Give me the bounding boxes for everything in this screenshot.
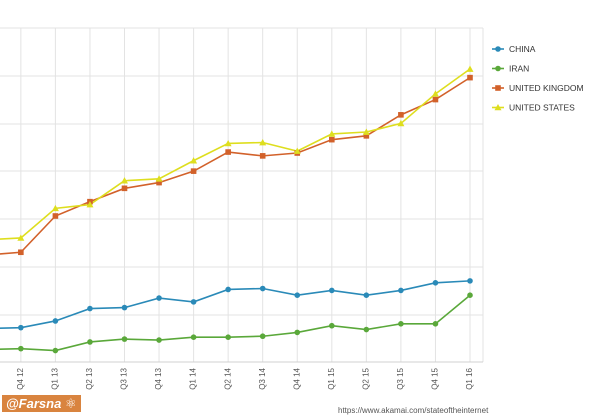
data-point-iran (363, 326, 370, 333)
x-tick-label: Q3 13 (120, 367, 129, 389)
data-point-united-kingdom (259, 153, 266, 159)
legend-marker (495, 65, 501, 72)
legend-label: UNITED STATES (509, 103, 575, 113)
data-point-united-kingdom (225, 149, 231, 155)
data-point-united-kingdom (398, 112, 404, 118)
data-point-china (398, 287, 404, 294)
x-tick-label: Q4 13 (154, 367, 163, 389)
data-point-iran (52, 347, 59, 354)
legend-label: CHINA (509, 44, 536, 54)
data-point-iran (18, 345, 24, 352)
data-point-iran (467, 292, 473, 299)
data-point-iran (156, 337, 162, 343)
x-tick-label: Q4 12 (16, 367, 25, 389)
data-point-iran (225, 334, 231, 340)
data-point-iran (259, 333, 266, 340)
data-point-iran (398, 321, 404, 327)
data-point-united-kingdom (467, 74, 473, 81)
data-point-united-states (293, 147, 301, 154)
farsna-watermark: @Farsna ⚛ (2, 395, 81, 412)
series-line-united-states (0, 68, 471, 240)
x-tick-label: Q4 15 (431, 367, 440, 389)
x-tick-label: Q1 13 (51, 367, 60, 389)
logo-icon: ⚛ (64, 396, 77, 411)
data-point-iran (432, 321, 439, 327)
series-lines (0, 68, 471, 352)
x-tick-label: Q3 14 (258, 367, 267, 389)
data-point-iran (87, 339, 93, 345)
legend-item-united-states[interactable]: UNITED STATES (492, 103, 575, 113)
legend-item-united-kingdom[interactable]: UNITED KINGDOM (492, 83, 584, 93)
legend-item-iran[interactable]: IRAN (492, 64, 529, 74)
legend-label: IRAN (509, 64, 529, 74)
x-tick-label: Q1 15 (327, 367, 336, 389)
data-point-united-states (155, 175, 163, 182)
legend-label: UNITED KINGDOM (509, 83, 584, 93)
data-point-united-states (466, 65, 474, 72)
source-url: https://www.akamai.com/stateoftheinterne… (338, 406, 489, 415)
data-point-china (18, 324, 24, 331)
data-point-united-kingdom (190, 168, 197, 174)
legend-marker (494, 104, 502, 111)
x-tick-label: Q2 14 (223, 367, 232, 389)
legend-marker (495, 85, 501, 91)
data-point-united-states (121, 177, 128, 184)
data-point-united-kingdom (432, 96, 439, 103)
gridlines (0, 27, 484, 363)
data-point-iran (121, 336, 128, 342)
watermark-text: @Farsna (6, 396, 62, 411)
series-markers (17, 65, 474, 354)
data-point-united-states (51, 204, 59, 212)
x-tick-labels: Q4 12 Q1 13 Q2 13 Q3 13 Q4 13 Q1 14 Q2 14 Q3 14… (16, 367, 474, 389)
data-point-united-states (17, 234, 25, 241)
x-tick-label: Q3 15 (396, 367, 405, 389)
data-point-china (87, 305, 93, 312)
data-point-united-kingdom (121, 185, 128, 192)
data-point-iran (294, 329, 301, 336)
data-point-china (121, 304, 128, 311)
data-point-united-states (362, 128, 370, 135)
legend: CHINA IRAN UNITED KINGDOM UNITED STATES (492, 44, 584, 113)
data-point-china (156, 295, 162, 301)
data-point-china (190, 299, 197, 305)
data-point-china (225, 286, 231, 293)
x-tick-label: Q4 14 (292, 367, 301, 389)
data-point-united-states (259, 139, 267, 146)
data-point-china (363, 292, 370, 299)
data-point-china (294, 292, 301, 299)
data-point-united-kingdom (52, 213, 59, 219)
data-point-china (329, 287, 335, 294)
x-tick-label: Q1 14 (189, 367, 198, 389)
data-point-united-states (397, 119, 405, 127)
data-point-united-kingdom (329, 136, 335, 143)
legend-item-china[interactable]: CHINA (492, 44, 536, 54)
data-point-iran (329, 322, 335, 329)
data-point-china (259, 285, 266, 292)
data-point-china (432, 279, 439, 286)
x-tick-label: Q2 13 (85, 367, 94, 389)
data-point-united-kingdom (18, 249, 24, 256)
data-point-china (467, 278, 473, 284)
data-point-united-states (328, 130, 336, 137)
data-point-united-states (86, 201, 94, 208)
x-tick-label: Q1 16 (465, 367, 474, 389)
data-point-china (52, 318, 59, 324)
data-point-united-kingdom (363, 133, 370, 139)
data-point-united-states (224, 139, 232, 147)
data-point-united-states (431, 90, 439, 97)
x-tick-label: Q2 15 (361, 367, 370, 389)
data-point-united-states (190, 157, 198, 164)
legend-marker (495, 46, 501, 52)
data-point-iran (190, 334, 197, 340)
data-point-united-kingdom (156, 179, 162, 186)
series-line-united-kingdom (0, 76, 471, 255)
